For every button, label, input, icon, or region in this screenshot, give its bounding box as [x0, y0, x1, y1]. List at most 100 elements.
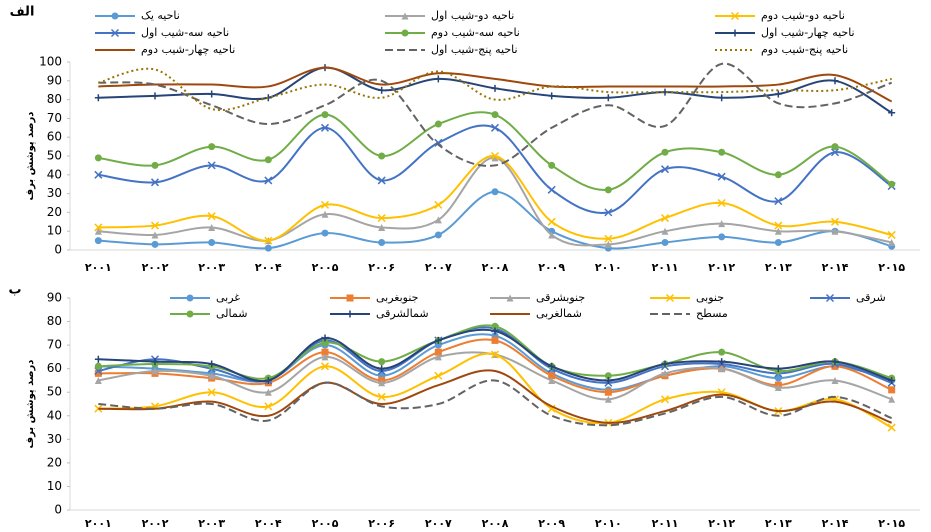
marker — [774, 374, 782, 382]
y-tick-label: 50 — [47, 149, 62, 163]
marker — [774, 197, 783, 206]
marker — [346, 294, 354, 302]
x-tick-label: ۲۰۱۰ — [595, 517, 622, 530]
marker — [717, 172, 726, 181]
y-tick-label: 40 — [47, 408, 62, 422]
marker — [151, 231, 159, 239]
marker — [208, 223, 216, 231]
marker — [830, 217, 840, 226]
marker — [320, 123, 330, 132]
x-tick-label: ۲۰۱۵ — [878, 261, 905, 274]
marker — [264, 388, 272, 396]
marker — [264, 236, 273, 245]
y-tick-label: 100 — [39, 55, 62, 69]
marker — [94, 227, 102, 235]
x-tick-label: ۲۰۰۸ — [482, 517, 509, 530]
marker — [718, 365, 726, 373]
marker — [321, 229, 329, 237]
x-tick-label: ۲۰۰۲ — [142, 517, 169, 530]
x-tick-label: ۲۰۱۳ — [765, 261, 792, 274]
marker — [831, 227, 839, 235]
panel-label: الف — [10, 5, 35, 20]
marker — [321, 348, 329, 356]
marker — [186, 294, 194, 302]
marker — [264, 376, 272, 384]
y-axis-label: درصد پوشش برف — [25, 112, 36, 201]
marker — [888, 180, 896, 188]
marker — [548, 376, 556, 384]
marker — [548, 372, 556, 380]
marker — [774, 221, 783, 230]
marker — [506, 294, 514, 302]
y-tick-label: 40 — [47, 167, 62, 181]
marker — [151, 358, 159, 366]
y-tick-label: 20 — [47, 455, 62, 469]
legend-label: جنوبشرقی — [536, 291, 585, 304]
marker — [774, 227, 782, 235]
x-tick-label: ۲۰۰۶ — [368, 261, 395, 274]
x-tick-label: ۲۰۰۴ — [255, 261, 282, 274]
marker — [718, 233, 726, 241]
marker — [548, 161, 556, 169]
panel-label: ب — [8, 283, 21, 298]
x-tick-label: ۲۰۰۱ — [85, 261, 112, 274]
x-tick-label: ۲۰۰۷ — [425, 261, 452, 274]
y-tick-label: 90 — [47, 73, 62, 87]
marker — [887, 423, 896, 432]
y-tick-label: 30 — [47, 432, 62, 446]
marker — [718, 348, 726, 356]
marker — [94, 369, 102, 377]
marker — [604, 94, 612, 102]
y-tick-label: 60 — [47, 130, 62, 144]
x-tick-label: ۲۰۱۳ — [765, 517, 792, 530]
x-tick-label: ۲۰۰۳ — [198, 517, 225, 530]
y-tick-label: 0 — [54, 243, 62, 257]
x-tick-label: ۲۰۰۳ — [198, 261, 225, 274]
marker — [150, 178, 160, 187]
marker — [887, 230, 896, 239]
marker — [831, 77, 839, 85]
marker — [151, 240, 159, 248]
marker — [94, 362, 102, 370]
y-tick-label: 70 — [47, 338, 62, 352]
marker — [434, 336, 442, 344]
y-axis-label: درصد پوشش برف — [25, 360, 36, 449]
marker — [321, 339, 329, 347]
marker — [377, 176, 386, 185]
legend-label: ناحیه پنج-شیب اول — [431, 43, 518, 56]
marker — [434, 138, 443, 147]
x-tick-label: ۲۰۰۷ — [425, 517, 452, 530]
x-tick-label: ۲۰۰۲ — [142, 261, 169, 274]
legend-label: ناحیه چهار-شیب اول — [761, 26, 855, 39]
marker — [346, 310, 354, 318]
marker — [548, 231, 556, 239]
marker — [888, 395, 896, 403]
legend-label: شمالشرقی — [376, 307, 429, 320]
marker — [490, 350, 500, 359]
y-tick-label: 10 — [47, 224, 62, 238]
marker — [660, 395, 670, 404]
marker — [825, 293, 835, 303]
y-tick-label: 30 — [47, 186, 62, 200]
marker — [186, 310, 194, 318]
marker — [665, 293, 675, 303]
marker — [378, 365, 386, 373]
legend-label: جنوبغربی — [376, 291, 418, 304]
marker — [378, 238, 386, 246]
marker — [208, 143, 216, 151]
legend-label: شمالغربی — [536, 307, 582, 320]
marker — [718, 94, 726, 102]
marker — [548, 92, 556, 100]
series-line — [98, 328, 892, 383]
marker — [491, 322, 499, 330]
series-line — [98, 369, 893, 424]
marker — [661, 238, 669, 246]
marker — [718, 358, 726, 366]
marker — [434, 75, 442, 83]
marker — [264, 94, 272, 102]
marker — [491, 327, 499, 335]
legend-label: ناحیه یک — [141, 9, 180, 22]
marker — [604, 186, 612, 194]
marker — [660, 214, 670, 223]
